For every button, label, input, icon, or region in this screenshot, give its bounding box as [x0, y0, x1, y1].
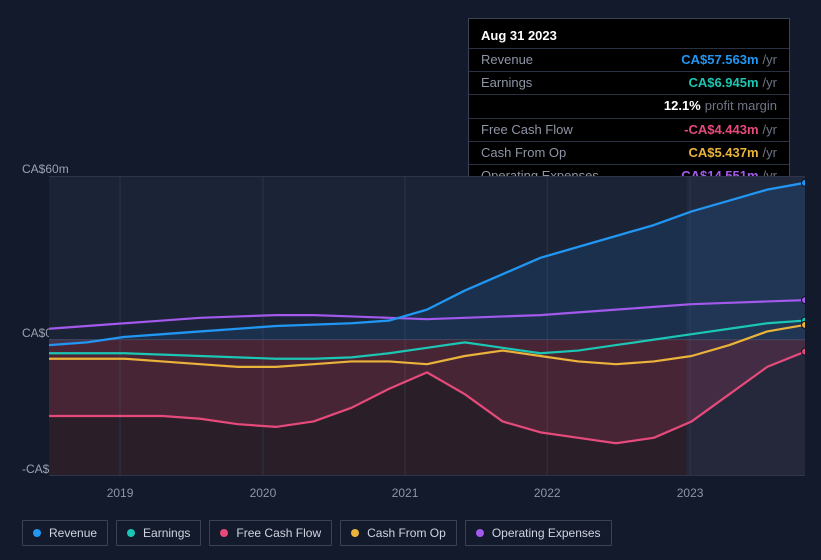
tooltip-row-label: Revenue [481, 51, 533, 69]
legend: Revenue Earnings Free Cash Flow Cash From O… [22, 520, 612, 546]
legend-item-label: Free Cash Flow [236, 526, 321, 540]
x-axis-label: 2021 [392, 486, 419, 500]
x-axis-label: 2020 [250, 486, 277, 500]
legend-item-label: Operating Expenses [492, 526, 601, 540]
tooltip-row: Free Cash Flow -CA$4.443m/yr [469, 118, 789, 141]
legend-item-fcf[interactable]: Free Cash Flow [209, 520, 332, 546]
legend-item-opex[interactable]: Operating Expenses [465, 520, 612, 546]
legend-dot-icon [351, 529, 359, 537]
legend-dot-icon [476, 529, 484, 537]
tooltip-row-value: 12.1%profit margin [664, 97, 777, 115]
legend-dot-icon [220, 529, 228, 537]
legend-dot-icon [33, 529, 41, 537]
legend-item-revenue[interactable]: Revenue [22, 520, 108, 546]
legend-dot-icon [127, 529, 135, 537]
x-axis-label: 2019 [107, 486, 134, 500]
x-axis-label: 2023 [677, 486, 704, 500]
tooltip-date: Aug 31 2023 [469, 25, 789, 48]
chart-plot[interactable] [49, 176, 805, 476]
tooltip-row: Revenue CA$57.563m/yr [469, 48, 789, 71]
legend-item-cfo[interactable]: Cash From Op [340, 520, 457, 546]
legend-item-earnings[interactable]: Earnings [116, 520, 201, 546]
tooltip-row-value: CA$6.945m/yr [688, 74, 777, 92]
y-axis-label: CA$60m [22, 162, 69, 176]
legend-item-label: Cash From Op [367, 526, 446, 540]
chart-area[interactable]: CA$60mCA$0-CA$50m [16, 158, 805, 488]
x-axis: 2019 2020 2021 2022 2023 [49, 486, 805, 502]
tooltip-row-label: Free Cash Flow [481, 121, 573, 139]
legend-item-label: Earnings [143, 526, 190, 540]
legend-item-label: Revenue [49, 526, 97, 540]
x-axis-label: 2022 [534, 486, 561, 500]
tooltip-row: 12.1%profit margin [469, 94, 789, 117]
y-axis-label: CA$0 [22, 326, 52, 340]
tooltip-row-value: -CA$4.443m/yr [684, 121, 777, 139]
tooltip-row-label: Earnings [481, 74, 532, 92]
tooltip-row-value: CA$57.563m/yr [681, 51, 777, 69]
tooltip-row: Earnings CA$6.945m/yr [469, 71, 789, 94]
